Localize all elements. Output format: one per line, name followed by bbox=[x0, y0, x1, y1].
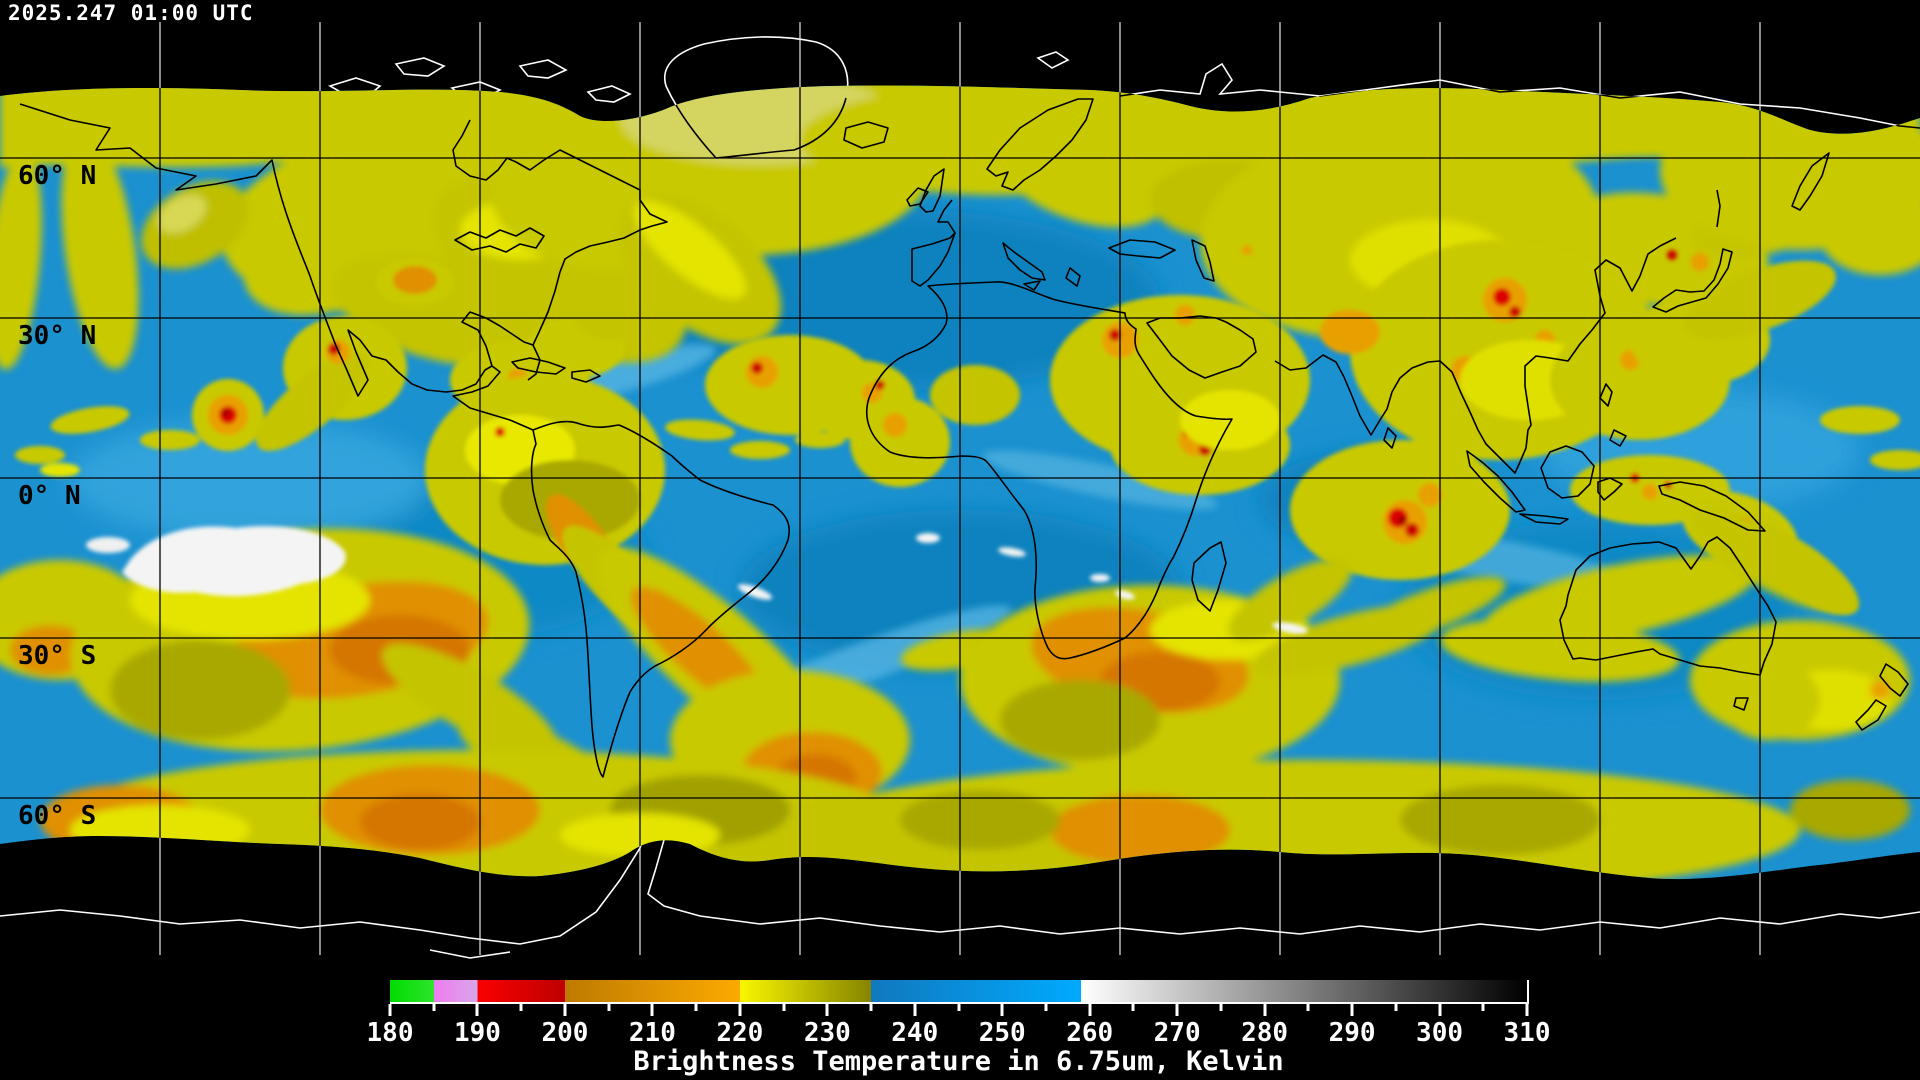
colorbar-tick-label: 190 bbox=[453, 1018, 501, 1048]
colorbar-tick bbox=[1350, 1004, 1354, 1016]
colorbar-tick-label: 250 bbox=[978, 1018, 1026, 1048]
colorbar-tick bbox=[432, 1004, 436, 1011]
colorbar-tick-label: 200 bbox=[541, 1018, 589, 1048]
colorbar-tick-label: 220 bbox=[716, 1018, 764, 1048]
colorbar-tick bbox=[475, 1004, 479, 1016]
colorbar-tick bbox=[1219, 1004, 1223, 1011]
timestamp: 2025.247 01:00 UTC bbox=[8, 1, 254, 25]
colorbar-tick-label: 260 bbox=[1066, 1018, 1114, 1048]
colorbar-tick bbox=[1481, 1004, 1485, 1011]
latitude-label-60n: 60° N bbox=[18, 161, 96, 191]
colorbar-tick bbox=[1088, 1004, 1092, 1016]
colorbar-gradient bbox=[390, 980, 1529, 1004]
colorbar-tick-label: 290 bbox=[1328, 1018, 1376, 1048]
latitude-label-30n: 30° N bbox=[18, 321, 96, 351]
colorbar-tick bbox=[1000, 1004, 1004, 1016]
colorbar-tick bbox=[957, 1004, 960, 1011]
colorbar-tick bbox=[782, 1004, 786, 1011]
colorbar-tick bbox=[1131, 1004, 1135, 1011]
colorbar-tick bbox=[388, 1004, 392, 1016]
colorbar-tick-label: 230 bbox=[803, 1018, 851, 1048]
colorbar-tick bbox=[563, 1004, 567, 1016]
colorbar-title: Brightness Temperature in 6.75um, Kelvin bbox=[633, 1046, 1284, 1077]
colorbar-tick bbox=[1438, 1004, 1442, 1016]
colorbar-tick-label: 210 bbox=[628, 1018, 676, 1048]
colorbar-tick bbox=[694, 1004, 698, 1011]
colorbar-tick bbox=[1525, 1004, 1529, 1016]
colorbar-tick bbox=[650, 1004, 654, 1016]
colorbar-tick-label: 300 bbox=[1416, 1018, 1464, 1048]
colorbar-tick bbox=[1175, 1004, 1179, 1016]
latitude-label-30s: 30° S bbox=[18, 641, 96, 671]
colorbar-tick bbox=[913, 1004, 917, 1016]
colorbar-tick bbox=[1306, 1004, 1310, 1011]
colorbar-tick-label: 310 bbox=[1503, 1018, 1551, 1048]
colorbar-tick-label: 270 bbox=[1153, 1018, 1201, 1048]
colorbar-tick-label: 180 bbox=[366, 1018, 414, 1048]
warm-dry-patches bbox=[86, 526, 1308, 634]
latitude-label-60s: 60° S bbox=[18, 801, 96, 831]
colorbar-tick bbox=[869, 1004, 873, 1011]
colorbar-tick-label: 240 bbox=[891, 1018, 939, 1048]
colorbar: 180 190 200 210 220 230 240 250 260 270 280 290 300 3… bbox=[367, 980, 1550, 1050]
latitude-label-0n: 0° N bbox=[18, 481, 81, 511]
colorbar-tick bbox=[607, 1004, 611, 1011]
colorbar-tick bbox=[1263, 1004, 1267, 1016]
colorbar-tick bbox=[738, 1004, 742, 1016]
graticule bbox=[0, 85, 1920, 880]
colorbar-tick bbox=[1394, 1004, 1398, 1011]
colorbar-tick bbox=[825, 1004, 829, 1016]
colorbar-tick-label: 280 bbox=[1241, 1018, 1289, 1048]
colorbar-tick bbox=[519, 1004, 523, 1011]
colorbar-ticks: 180 190 200 210 220 230 240 250 260 270 280 290 300 3… bbox=[367, 1004, 1550, 1050]
colorbar-tick bbox=[1044, 1004, 1048, 1011]
